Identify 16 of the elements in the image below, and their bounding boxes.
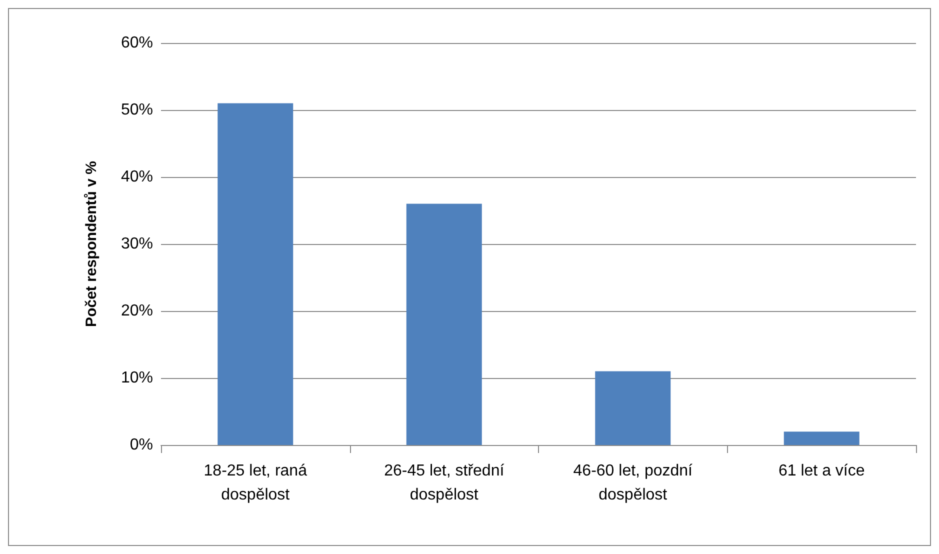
x-tick-label: 18-25 let, raná dospělost <box>204 462 308 504</box>
bar <box>218 103 294 445</box>
y-tick-label: 30% <box>120 236 153 252</box>
y-tick-label: 50% <box>120 102 153 118</box>
x-tick-label: 26-45 let, střední dospělost <box>384 462 505 504</box>
y-axis-title: Počet respondentů v % <box>83 161 100 327</box>
x-tick-label: 46-60 let, pozdní dospělost <box>573 462 694 504</box>
bar <box>595 371 671 445</box>
y-tick-label: 40% <box>120 168 153 186</box>
bar <box>784 432 860 445</box>
y-tick-label: 10% <box>120 370 153 386</box>
bar <box>406 204 482 445</box>
y-tick-label: 20% <box>120 302 153 320</box>
y-tick-label: 60% <box>120 34 153 52</box>
y-tick-label: 0% <box>130 436 153 454</box>
x-tick-label: 61 let a více <box>778 462 865 480</box>
